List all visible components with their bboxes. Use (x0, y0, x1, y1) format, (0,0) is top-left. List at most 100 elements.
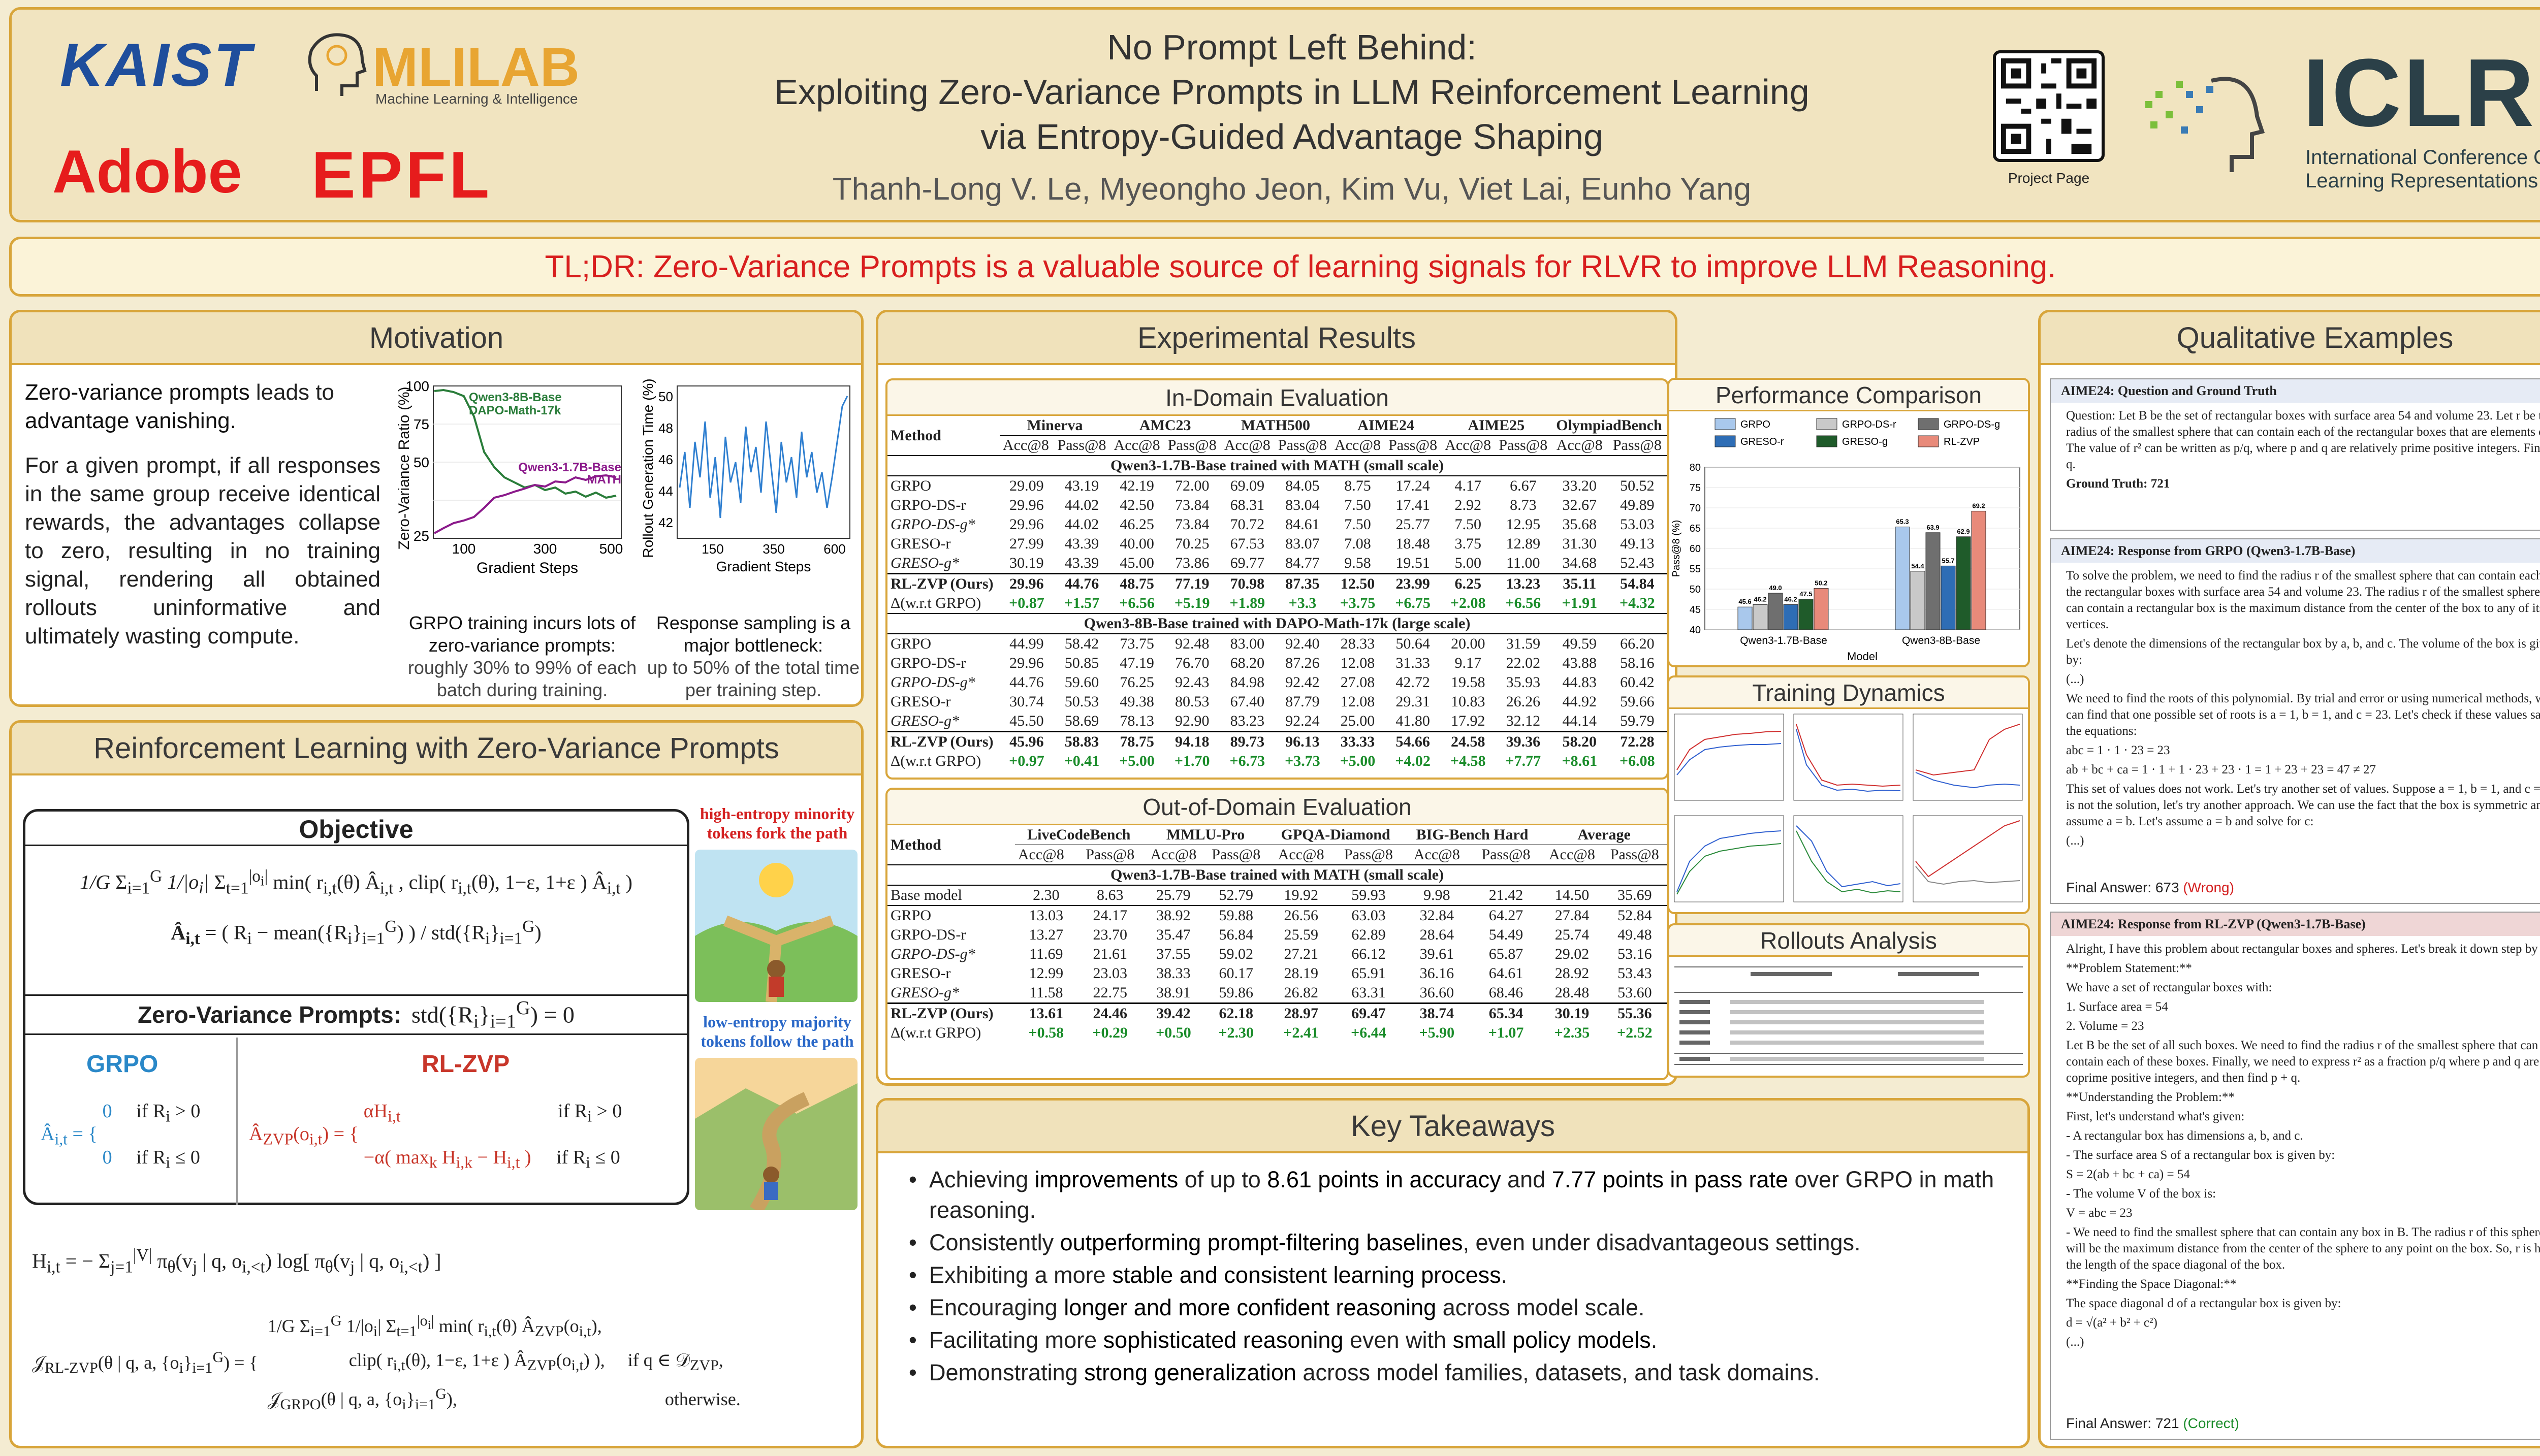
table-cell: 59.60 (1064, 674, 1099, 691)
takeaway-text: and (1501, 1167, 1552, 1192)
table-cell: 43.39 (1064, 535, 1099, 552)
table-row: GRESO-g* 45.50 58.69 78.13 92.90 83.23 92.24 25… (887, 711, 1667, 732)
table-cell: 29.02 (1554, 946, 1590, 962)
high-entropy-line2: tokens fork the path (707, 824, 848, 842)
table-cell: +0.29 (1092, 1024, 1128, 1041)
motivation-title: Motivation (12, 312, 861, 365)
legend-swatch (1816, 418, 1837, 430)
motivation-lead-1: Zero-variance prompts (25, 380, 250, 405)
zvp-label: Zero-Variance Prompts: (138, 1001, 402, 1028)
method-panel: Reinforcement Learning with Zero-Varianc… (9, 720, 864, 1448)
response-line: V = abc = 23 (2066, 1206, 2133, 1220)
sub-head: Acc@8 (1018, 846, 1064, 863)
takeaway-text: Demonstrating (929, 1360, 1085, 1385)
table-cell: 19.92 (1284, 887, 1318, 903)
takeaway-emphasis: 7.77 points in pass rate (1551, 1167, 1788, 1192)
table-cell: 68.46 (1488, 984, 1523, 1001)
takeaway-text: . (1650, 1327, 1658, 1353)
y-tick-label: 75 (1690, 482, 1701, 494)
table-cell: 53.43 (1617, 965, 1652, 982)
table-cell: 10.83 (1450, 693, 1485, 710)
table-cell: 59.79 (1620, 713, 1655, 729)
sub-head: Pass@8 (1612, 437, 1662, 454)
title-line-2: Exploiting Zero-Variance Prompts in LLM … (774, 72, 1809, 112)
bar (1783, 604, 1798, 630)
table-cell: 6.25 (1441, 573, 1495, 594)
response-line: This set of values does not work. Let's … (2066, 782, 2540, 828)
table-cell: 68.20 (1230, 655, 1265, 671)
table-row: GRPO-DS-g* 11.69 21.61 37.55 59.02 27.21 66.12… (887, 945, 1667, 964)
takeaway-item: Achieving improvements of up to 8.61 poi… (909, 1164, 2027, 1225)
table-cell: 2.92 (1454, 497, 1481, 513)
table-cell: 83.23 (1230, 713, 1265, 729)
table-cell: 39.42 (1142, 1002, 1204, 1023)
col-head: MMLU-Pro (1142, 825, 1268, 845)
table-cell: 39.61 (1419, 946, 1454, 962)
zv-xlabel: Gradient Steps (477, 560, 578, 576)
table-cell: Δ(w.r.t GRPO) (891, 753, 981, 769)
table-cell: 6.67 (1510, 477, 1537, 494)
col-method: Method (891, 836, 941, 853)
table-cell: 26.26 (1506, 693, 1541, 710)
table-cell: 69.09 (1230, 477, 1265, 494)
table-cell: 13.61 (1014, 1002, 1077, 1023)
table-row: Δ(w.r.t GRPO) +0.97 +0.41 +5.00 +1.70 +6.73 +3… (887, 752, 1667, 771)
x-axis-label: Model (1847, 650, 1878, 663)
table-cell: 45.50 (1009, 713, 1044, 729)
sub-head: Acc@8 (1335, 437, 1381, 454)
response-line: **Finding the Space Diagonal:** (2066, 1277, 2237, 1291)
section-label: Qwen3-8B-Base trained with DAPO-Math-17k… (887, 613, 1667, 634)
sub-head: Pass@8 (1610, 846, 1659, 863)
section-row: Qwen3-1.7B-Base trained with MATH (small… (887, 864, 1667, 886)
table-cell: +4.32 (1620, 595, 1655, 611)
perf-title: Performance Comparison (1669, 380, 2028, 411)
table-cell: 65.91 (1351, 965, 1386, 982)
table-cell: 12.50 (1330, 573, 1385, 594)
table-cell: GRPO-DS-g* (891, 516, 975, 533)
table-cell: +2.52 (1617, 1024, 1653, 1041)
table-cell: 84.05 (1285, 477, 1320, 494)
table-cell: 17.92 (1450, 713, 1485, 729)
takeaway-item: Demonstrating strong generalization acro… (909, 1357, 2027, 1388)
response-line: abc = 1 · 1 · 23 = 23 (2066, 743, 2170, 757)
table-cell: RL-ZVP (Ours) (887, 1002, 1015, 1023)
table-cell: 24.46 (1077, 1002, 1143, 1023)
grpo-final-text: Final Answer: 673 (2066, 880, 2183, 895)
sub-head: Acc@8 (1150, 846, 1197, 863)
table-cell: +0.87 (1009, 595, 1044, 611)
project-page-label: Project Page (2008, 170, 2090, 186)
table-cell: 28.33 (1340, 635, 1375, 652)
y-tick-label: 55 (1690, 564, 1701, 575)
table-cell: +5.00 (1119, 753, 1155, 769)
table-cell: GRESO-r (891, 693, 951, 710)
table-cell: 76.25 (1120, 674, 1154, 691)
grpo-heading: GRPO (86, 1051, 158, 1078)
table-cell: 56.84 (1219, 926, 1254, 943)
table-cell: 28.97 (1268, 1002, 1334, 1023)
qr-code[interactable] (1993, 50, 2105, 162)
table-cell: 28.92 (1554, 965, 1590, 982)
table-cell: 67.53 (1230, 535, 1265, 552)
takeaway-text: Consistently (929, 1229, 1060, 1255)
table-cell: 8.63 (1097, 887, 1124, 903)
zv-label-b1: Qwen3-1.7B-Base (518, 461, 621, 474)
table-cell: 72.00 (1174, 477, 1210, 494)
table-cell: 64.61 (1488, 965, 1523, 982)
ground-truth: Ground Truth: 721 (2066, 477, 2170, 491)
bar (1737, 606, 1753, 630)
table-cell: GRPO-DS-r (891, 926, 966, 943)
grpo-final-answer: Final Answer: 673 (Wrong) (2066, 880, 2234, 896)
table-cell: 67.40 (1230, 693, 1265, 710)
bar-value-label: 46.2 (1784, 595, 1797, 603)
table-cell: 31.30 (1562, 535, 1597, 552)
fork-path-illustration (695, 850, 858, 1002)
table-row: GRPO 44.99 58.42 73.75 92.48 83.00 92.40 28.33 5… (887, 634, 1667, 654)
table-row: RL-ZVP (Ours) 29.96 44.76 48.75 77.19 70.98 87… (887, 573, 1667, 594)
table-cell: 25.77 (1395, 516, 1430, 533)
motivation-lead-3: advantage vanishing. (25, 408, 236, 433)
y-tick-label: 70 (1690, 503, 1701, 514)
sub-head: Pass@8 (1499, 437, 1548, 454)
rt-ytick: 46 (658, 452, 673, 467)
table-cell: GRPO-DS-g* (891, 946, 975, 962)
table-cell: 33.33 (1330, 731, 1385, 752)
